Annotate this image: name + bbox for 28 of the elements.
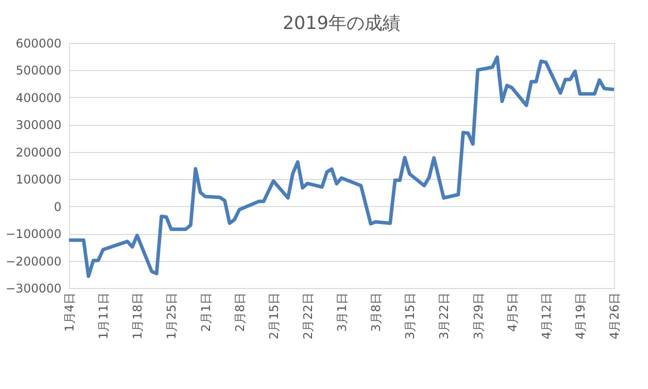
y-tick-label: 500000 — [16, 64, 62, 78]
x-tick-label: 4月26日 — [608, 292, 622, 340]
x-tick-label: 4月19日 — [573, 292, 588, 340]
y-tick-label: −200000 — [6, 254, 62, 268]
x-tick-label: 2月1日 — [198, 292, 213, 332]
x-tick-label: 1月4日 — [62, 292, 76, 332]
x-tick-label: 2月22日 — [300, 292, 315, 340]
y-tick-label: 100000 — [16, 172, 62, 187]
y-tick-label: 200000 — [16, 145, 62, 160]
y-tick-label: 400000 — [16, 90, 62, 105]
y-tick-label: −100000 — [6, 227, 62, 242]
x-tick-label: 4月12日 — [539, 292, 554, 340]
x-tick-label: 3月1日 — [335, 292, 349, 332]
x-tick-label: 3月29日 — [471, 292, 486, 340]
x-tick-label: 1月18日 — [130, 292, 145, 340]
x-tick-label: 1月11日 — [96, 292, 111, 340]
x-tick-label: 2月8日 — [232, 292, 247, 332]
x-tick-label: 3月22日 — [437, 292, 452, 340]
chart-title: 2019年の成績 — [282, 13, 400, 34]
y-tick-label: 300000 — [16, 118, 62, 132]
x-tick-label: 3月15日 — [403, 292, 418, 340]
x-tick-label: 3月8日 — [369, 292, 384, 332]
x-tick-label: 2月15日 — [266, 292, 281, 340]
y-tick-label: 600000 — [16, 36, 62, 50]
x-tick-label: 4月5日 — [505, 292, 520, 332]
x-tick-label: 1月25日 — [164, 292, 179, 340]
y-tick-label: −300000 — [6, 282, 62, 296]
y-tick-label: 0 — [54, 200, 62, 214]
